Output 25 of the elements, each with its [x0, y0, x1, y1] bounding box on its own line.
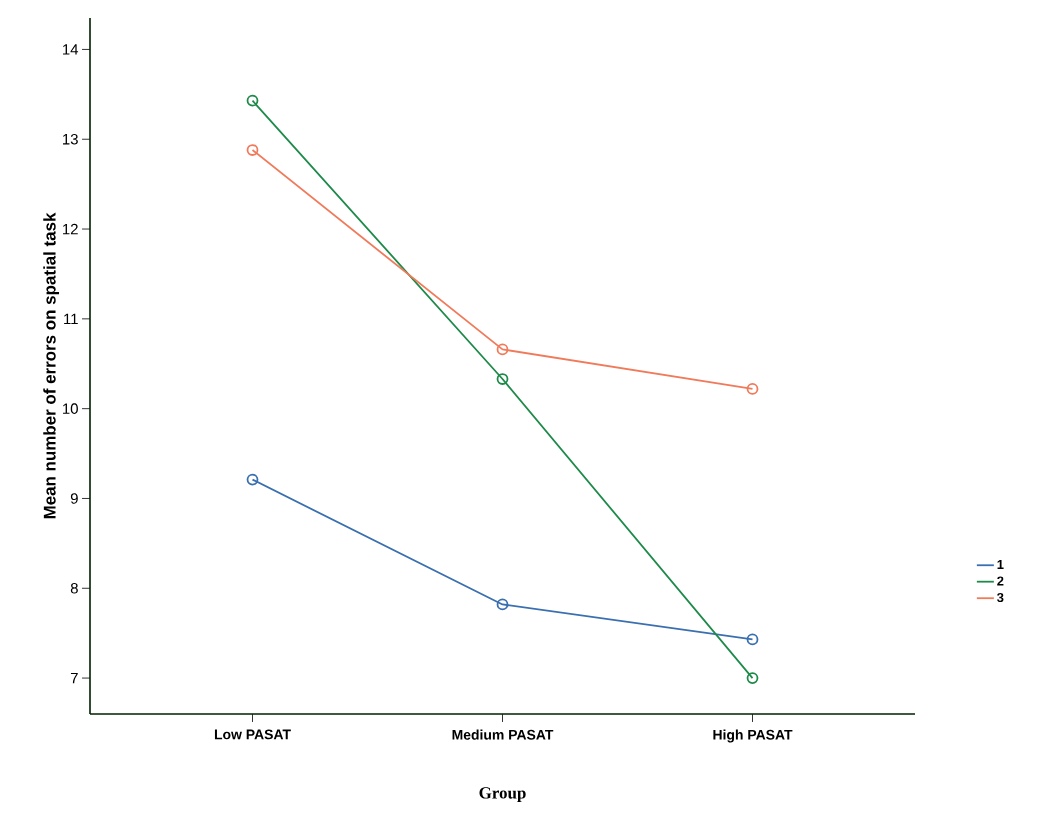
- x-tick-label: High PASAT: [713, 729, 793, 743]
- y-tick-label: 8: [70, 582, 78, 594]
- point: [496, 598, 509, 611]
- y-tick-label: 11: [64, 313, 78, 324]
- y-tick-label: 14: [63, 44, 79, 55]
- y-axis-title: Mean number of errors on spatial task: [43, 212, 60, 519]
- point: [746, 672, 759, 684]
- point: [246, 473, 259, 486]
- legend-label: 2: [997, 576, 1004, 586]
- y-tick-label: 13: [63, 133, 78, 145]
- x-tick-label: Low PASAT: [214, 729, 291, 740]
- y-tick-label: 7: [70, 672, 78, 684]
- y-tick-label: 10: [63, 403, 78, 414]
- point: [746, 383, 759, 395]
- point: [246, 144, 259, 156]
- point: [496, 343, 509, 356]
- point: [246, 94, 259, 107]
- point: [496, 373, 509, 385]
- point: [746, 633, 759, 646]
- y-tick-label: 9: [70, 493, 78, 504]
- legend-label: 1: [997, 560, 1004, 569]
- x-axis-title: Group: [479, 787, 526, 803]
- x-tick-label: Medium PASAT: [452, 729, 554, 740]
- legend-label: 3: [997, 592, 1004, 603]
- y-tick-label: 12: [63, 223, 78, 235]
